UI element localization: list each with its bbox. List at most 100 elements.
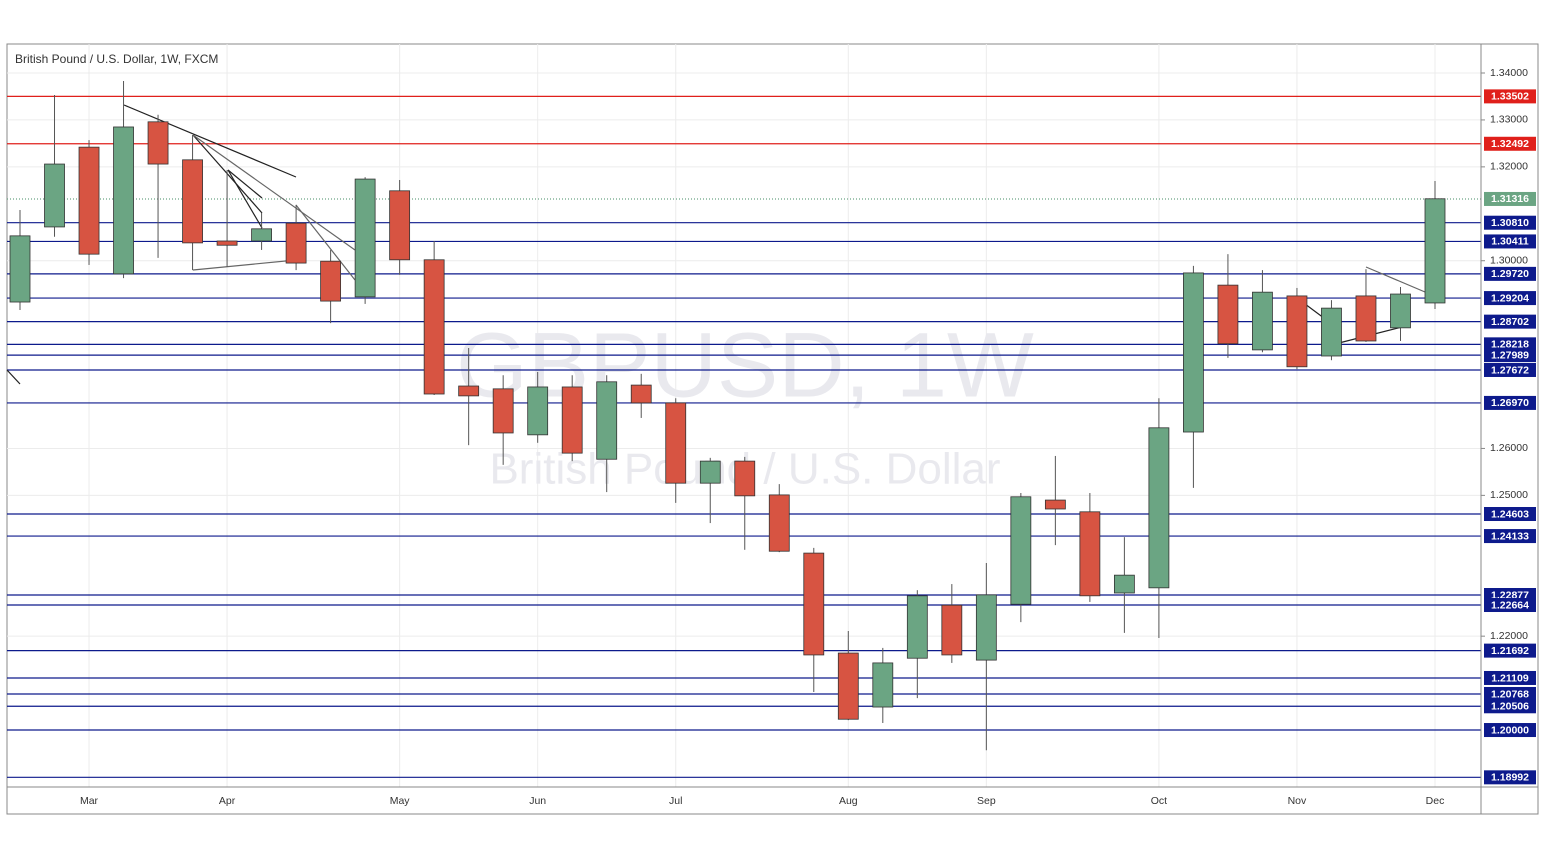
x-tick-label: Oct [1151,795,1167,807]
y-tick-label: 1.26000 [1490,442,1528,454]
level-label: 1.22664 [1491,599,1529,611]
candle-body [1252,291,1273,351]
x-tick-label: Mar [80,795,99,807]
x-tick-label: Sep [977,795,996,807]
x-tick-label: Apr [219,795,236,807]
level-label-box [1484,529,1536,544]
level-label: 1.28702 [1491,316,1529,328]
chart-frame [6,43,1539,815]
candle-body [803,552,825,656]
candle-body [251,228,272,242]
level-label-box [1484,670,1536,685]
candle-body [665,402,687,484]
candle-body [1044,499,1066,510]
candle-body [1148,427,1170,589]
candle-body [1286,295,1308,368]
level-label: 1.20768 [1491,688,1529,700]
level-label-box [1484,215,1536,230]
candle-body [1217,284,1239,345]
trend-line [227,169,263,199]
candle-body [44,163,65,228]
level-label: 1.18992 [1491,772,1529,784]
level-label-box [1484,136,1536,151]
trend-line [227,169,263,229]
y-tick-label: 1.34000 [1490,67,1528,79]
level-label: 1.27672 [1491,364,1529,376]
level-label: 1.32492 [1491,138,1529,150]
level-label-box [1484,291,1536,306]
candle-body [872,662,894,708]
trend-line [6,369,21,385]
trend-line [192,259,297,271]
candle-body [389,190,411,261]
level-label-box [1484,266,1536,281]
axis-labels: 1.34000 1.33000 1.32000 1.30000 1.26000 1.250… [80,67,1536,807]
level-label: 1.26970 [1491,397,1529,409]
candle-body [458,385,480,397]
candle-body [1424,198,1446,304]
candle-body [630,384,652,404]
level-label: 1.24603 [1491,508,1529,520]
candle-body [354,178,376,298]
candle-body [596,381,618,460]
level-label: 1.30810 [1491,217,1529,229]
candle-body [320,260,342,302]
trend-line [192,134,356,251]
x-tick-label: Jun [529,795,546,807]
level-label-box [1484,507,1536,522]
chart-title: British Pound / U.S. Dollar, 1W, FXCM [15,52,218,66]
trend-line [295,204,356,281]
level-label: 1.20506 [1491,701,1529,713]
level-label-box [1484,598,1536,613]
candle-body [837,652,859,720]
candle-body [768,494,790,552]
level-label: 1.28218 [1491,339,1529,351]
candle-body [182,159,203,244]
level-label: 1.30411 [1491,236,1529,248]
level-label: 1.31316 [1491,193,1529,205]
level-label: 1.21109 [1491,672,1529,684]
trend-lines [6,104,1426,385]
candle-body [1390,293,1411,329]
x-tick-label: May [390,795,411,807]
candle-body [113,126,134,275]
y-tick-label: 1.32000 [1490,161,1528,173]
candle-body [1355,295,1377,342]
candle-body [975,594,997,661]
y-tick-label: 1.30000 [1490,255,1528,267]
level-label-box [1484,234,1536,249]
y-tick-label: 1.33000 [1490,114,1528,126]
x-tick-label: Nov [1288,795,1307,807]
level-label-box [1484,314,1536,329]
level-label-box [1484,643,1536,658]
level-label: 1.29720 [1491,268,1529,280]
candle-body [285,222,307,264]
candle-body [1113,574,1135,594]
level-label-box [1484,191,1536,206]
y-tick-label: 1.22000 [1490,630,1528,642]
level-label: 1.20000 [1491,724,1529,736]
x-tick-label: Dec [1426,795,1445,807]
level-label: 1.33502 [1491,91,1529,103]
level-label-box [1484,699,1536,714]
trend-line [123,104,297,178]
candle-body [941,604,963,656]
x-tick-label: Jul [669,795,682,807]
candle-body [1010,496,1032,605]
candle-body [561,386,583,454]
level-label: 1.21692 [1491,645,1529,657]
x-tick-label: Aug [839,795,858,807]
level-label-box [1484,362,1536,377]
level-label: 1.29204 [1491,292,1529,304]
level-label: 1.27989 [1491,349,1529,361]
candle-body [9,235,31,303]
y-tick-label: 1.25000 [1490,489,1528,501]
candle-body [527,386,549,436]
candle-body [1079,511,1101,597]
candle-body [78,146,100,255]
level-label-box [1484,348,1536,363]
trend-line [1365,266,1426,293]
candle-body [1183,272,1204,433]
